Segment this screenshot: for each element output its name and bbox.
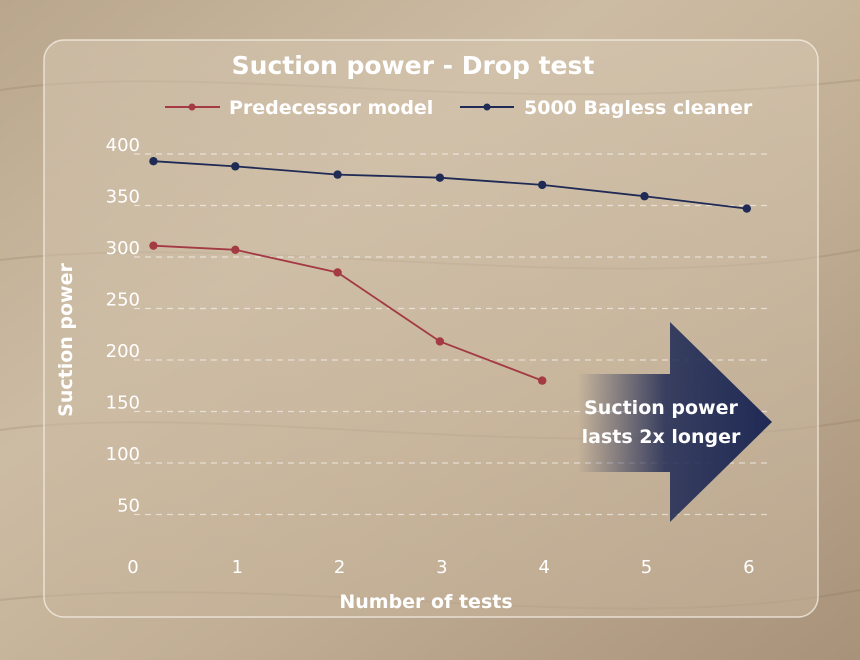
annotation-line-2: lasts 2x longer bbox=[582, 426, 741, 448]
x-tick-label: 5 bbox=[641, 557, 652, 578]
legend: Predecessor model 5000 Bagless cleaner bbox=[165, 97, 753, 119]
y-tick-label: 300 bbox=[106, 238, 140, 259]
legend-marker-bagless bbox=[483, 103, 491, 111]
chart-panel bbox=[43, 39, 819, 618]
chart-title: Suction power - Drop test bbox=[232, 51, 595, 80]
legend-label-predecessor: Predecessor model bbox=[229, 97, 433, 119]
y-tick-label: 50 bbox=[117, 496, 140, 517]
x-tick-label: 4 bbox=[538, 557, 549, 578]
y-tick-label: 350 bbox=[106, 187, 140, 208]
x-axis-label: Number of tests bbox=[339, 591, 512, 613]
y-tick-label: 400 bbox=[106, 135, 140, 156]
data-point bbox=[231, 245, 240, 254]
annotation-arrow: Suction power lasts 2x longer bbox=[578, 322, 772, 522]
data-point bbox=[435, 173, 445, 182]
legend-label-bagless: 5000 Bagless cleaner bbox=[524, 97, 753, 119]
x-tick-label: 6 bbox=[743, 557, 754, 578]
series-layer bbox=[149, 157, 751, 385]
x-tick-label: 2 bbox=[334, 557, 345, 578]
data-point bbox=[435, 337, 445, 346]
data-point bbox=[742, 204, 751, 213]
data-point bbox=[333, 170, 342, 179]
y-ticks: 50 100 150 200 250 300 350 400 bbox=[106, 135, 140, 517]
x-tick-label: 3 bbox=[436, 557, 447, 578]
data-point bbox=[149, 157, 158, 166]
data-point bbox=[231, 162, 240, 171]
y-tick-label: 150 bbox=[106, 393, 140, 414]
y-axis-label: Suction power bbox=[55, 263, 77, 417]
y-tick-label: 100 bbox=[106, 444, 140, 465]
arrow-shape bbox=[578, 322, 772, 522]
x-tick-label: 1 bbox=[232, 557, 243, 578]
y-tick-label: 250 bbox=[106, 290, 140, 311]
y-tick-label: 200 bbox=[106, 341, 140, 362]
legend-marker-predecessor bbox=[188, 103, 196, 111]
y-zero-label: 0 bbox=[127, 557, 138, 578]
x-ticks: 1 2 3 4 5 6 bbox=[232, 557, 755, 578]
data-point bbox=[538, 180, 547, 190]
data-point bbox=[149, 241, 158, 250]
data-point bbox=[538, 376, 547, 385]
data-point bbox=[640, 192, 649, 201]
annotation-line-1: Suction power bbox=[584, 397, 738, 419]
data-point bbox=[333, 268, 342, 277]
